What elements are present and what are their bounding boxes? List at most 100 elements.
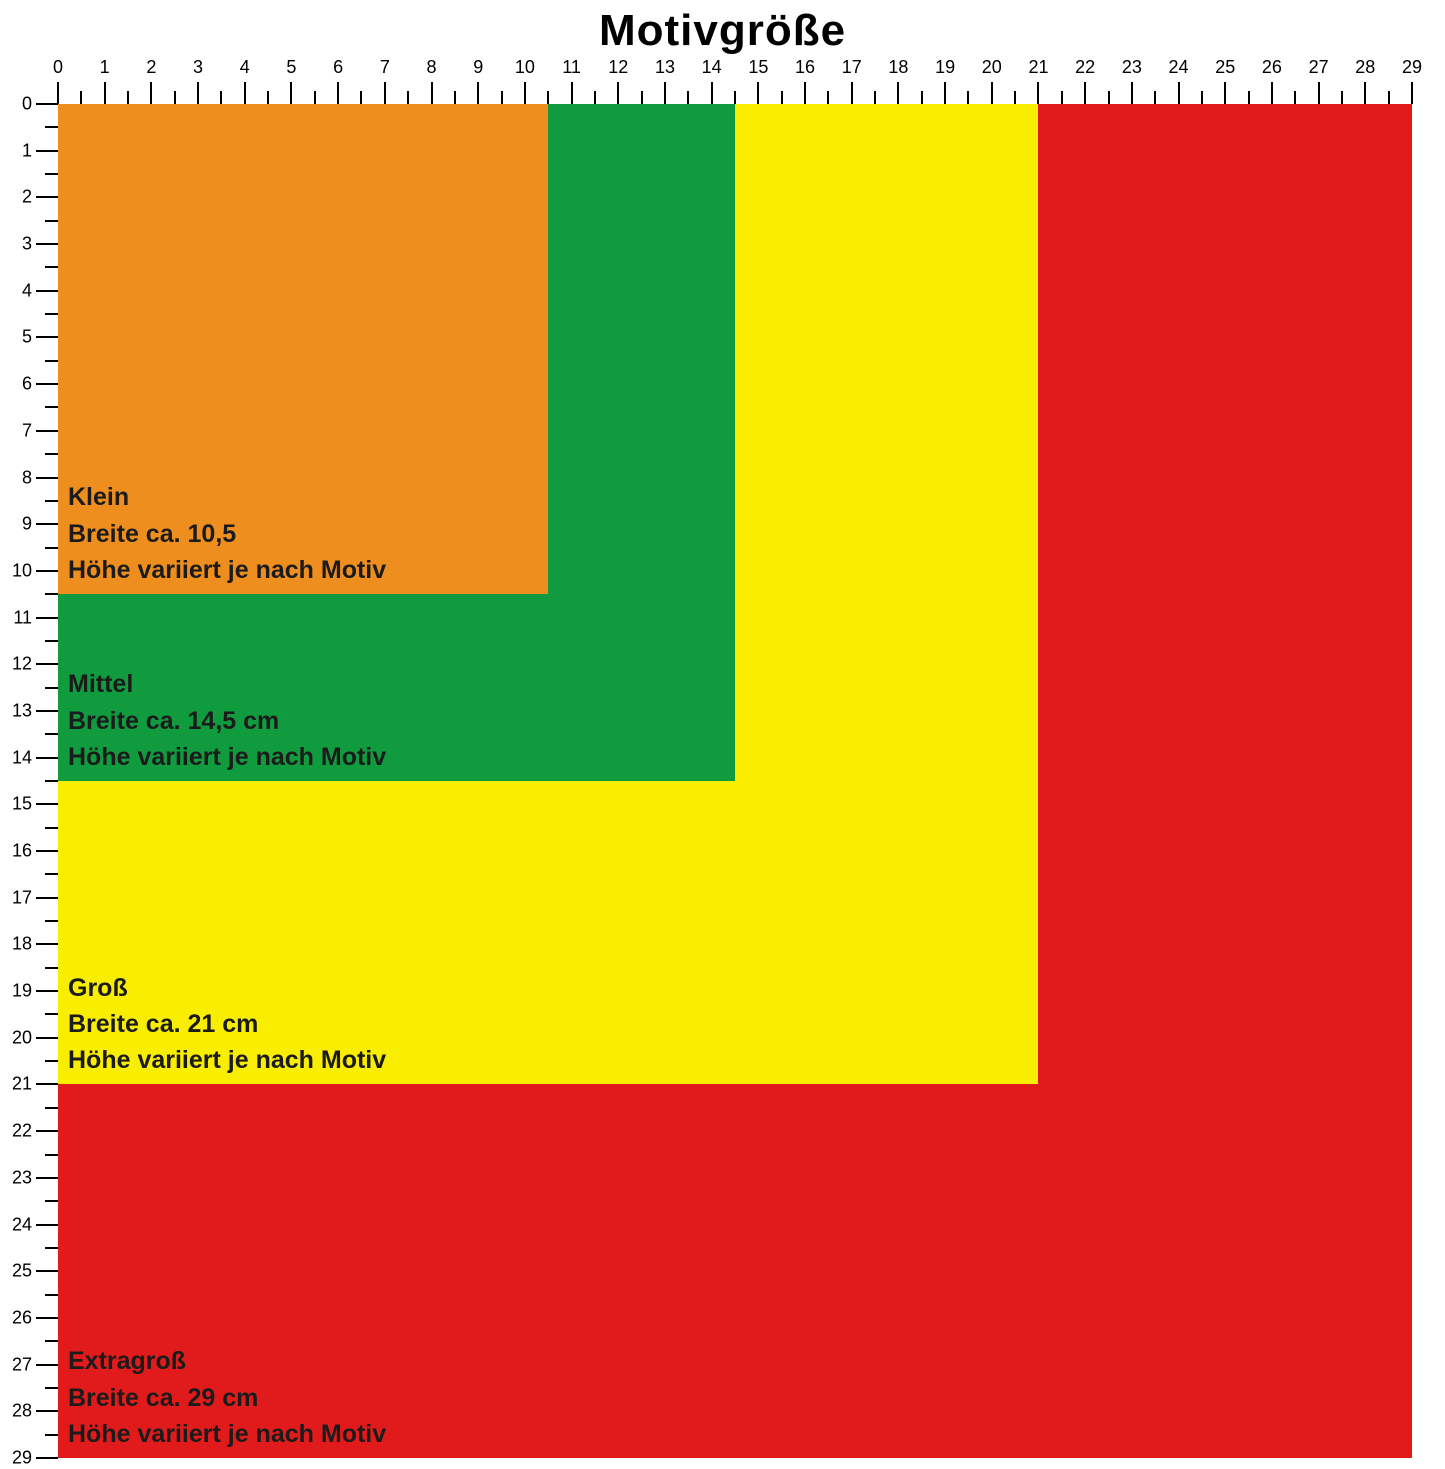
- tick-left-minor: [45, 873, 58, 875]
- tick-left-label: 0: [22, 94, 32, 115]
- tick-left: [36, 430, 58, 432]
- tick-top-label: 24: [1169, 57, 1189, 78]
- size-label-width: Breite ca. 14,5 cm: [68, 703, 386, 739]
- tick-top-label: 1: [100, 57, 110, 78]
- tick-top: [1318, 82, 1320, 104]
- tick-top-minor: [1248, 91, 1250, 104]
- tick-left: [36, 1270, 58, 1272]
- tick-top-label: 3: [193, 57, 203, 78]
- tick-left-minor: [45, 1013, 58, 1015]
- size-label-name: Groß: [68, 970, 386, 1006]
- tick-left-minor: [45, 220, 58, 222]
- tick-left-label: 12: [12, 654, 32, 675]
- tick-top-label: 14: [702, 57, 722, 78]
- tick-top: [524, 82, 526, 104]
- tick-left-minor: [45, 1154, 58, 1156]
- tick-left: [36, 710, 58, 712]
- tick-left-minor: [45, 126, 58, 128]
- tick-left-label: 4: [22, 280, 32, 301]
- tick-left: [36, 990, 58, 992]
- tick-top: [1037, 82, 1039, 104]
- tick-top-label: 2: [146, 57, 156, 78]
- tick-top: [1364, 82, 1366, 104]
- tick-top: [991, 82, 993, 104]
- size-label-gross: GroßBreite ca. 21 cmHöhe variiert je nac…: [68, 970, 386, 1079]
- tick-left-label: 26: [12, 1307, 32, 1328]
- tick-top-minor: [1388, 91, 1390, 104]
- tick-left: [36, 1410, 58, 1412]
- tick-top: [944, 82, 946, 104]
- tick-left: [36, 897, 58, 899]
- tick-left-label: 17: [12, 887, 32, 908]
- tick-left: [36, 1130, 58, 1132]
- tick-top-label: 5: [286, 57, 296, 78]
- tick-left-minor: [45, 547, 58, 549]
- tick-top-label: 29: [1402, 57, 1422, 78]
- tick-top-minor: [874, 91, 876, 104]
- tick-top-label: 4: [240, 57, 250, 78]
- tick-left-minor: [45, 173, 58, 175]
- tick-top: [804, 82, 806, 104]
- size-label-height: Höhe variiert je nach Motiv: [68, 1042, 386, 1078]
- tick-left-label: 13: [12, 700, 32, 721]
- tick-left: [36, 943, 58, 945]
- tick-top-minor: [174, 91, 176, 104]
- tick-left-minor: [45, 1247, 58, 1249]
- tick-left-minor: [45, 1107, 58, 1109]
- tick-left: [36, 243, 58, 245]
- tick-top: [150, 82, 152, 104]
- tick-top-label: 26: [1262, 57, 1282, 78]
- tick-left: [36, 336, 58, 338]
- tick-top-minor: [1014, 91, 1016, 104]
- tick-left-label: 14: [12, 747, 32, 768]
- tick-top: [711, 82, 713, 104]
- tick-top-minor: [967, 91, 969, 104]
- tick-left: [36, 383, 58, 385]
- tick-left: [36, 103, 58, 105]
- tick-left-label: 2: [22, 187, 32, 208]
- size-label-width: Breite ca. 29 cm: [68, 1380, 386, 1416]
- tick-left-minor: [45, 1340, 58, 1342]
- size-label-name: Mittel: [68, 666, 386, 702]
- tick-top-minor: [641, 91, 643, 104]
- tick-top: [1131, 82, 1133, 104]
- size-label-name: Extragroß: [68, 1343, 386, 1379]
- tick-top-label: 17: [842, 57, 862, 78]
- tick-left-label: 7: [22, 420, 32, 441]
- tick-top: [1084, 82, 1086, 104]
- tick-left: [36, 570, 58, 572]
- tick-top-minor: [501, 91, 503, 104]
- tick-left-minor: [45, 593, 58, 595]
- tick-left-label: 23: [12, 1167, 32, 1188]
- size-label-width: Breite ca. 21 cm: [68, 1006, 386, 1042]
- tick-top: [337, 82, 339, 104]
- tick-left-label: 24: [12, 1214, 32, 1235]
- tick-top-label: 11: [562, 57, 581, 78]
- tick-left: [36, 290, 58, 292]
- tick-left: [36, 523, 58, 525]
- tick-top-minor: [594, 91, 596, 104]
- size-label-extragross: ExtragroßBreite ca. 29 cmHöhe variiert j…: [68, 1343, 386, 1452]
- tick-left-minor: [45, 1060, 58, 1062]
- tick-top-minor: [80, 91, 82, 104]
- tick-top: [757, 82, 759, 104]
- tick-top-label: 12: [608, 57, 628, 78]
- tick-top-minor: [407, 91, 409, 104]
- tick-top-label: 13: [655, 57, 675, 78]
- tick-top: [1178, 82, 1180, 104]
- tick-left-label: 21: [12, 1074, 32, 1095]
- tick-left-label: 3: [22, 234, 32, 255]
- tick-top-label: 19: [935, 57, 955, 78]
- tick-top-label: 9: [473, 57, 483, 78]
- tick-top-minor: [1108, 91, 1110, 104]
- tick-top: [617, 82, 619, 104]
- tick-left: [36, 1083, 58, 1085]
- tick-top-minor: [1294, 91, 1296, 104]
- tick-top-label: 22: [1075, 57, 1095, 78]
- tick-top-minor: [454, 91, 456, 104]
- tick-left: [36, 757, 58, 759]
- tick-left: [36, 663, 58, 665]
- tick-left-label: 18: [12, 934, 32, 955]
- size-label-height: Höhe variiert je nach Motiv: [68, 1416, 386, 1452]
- size-label-mittel: MittelBreite ca. 14,5 cmHöhe variiert je…: [68, 666, 386, 775]
